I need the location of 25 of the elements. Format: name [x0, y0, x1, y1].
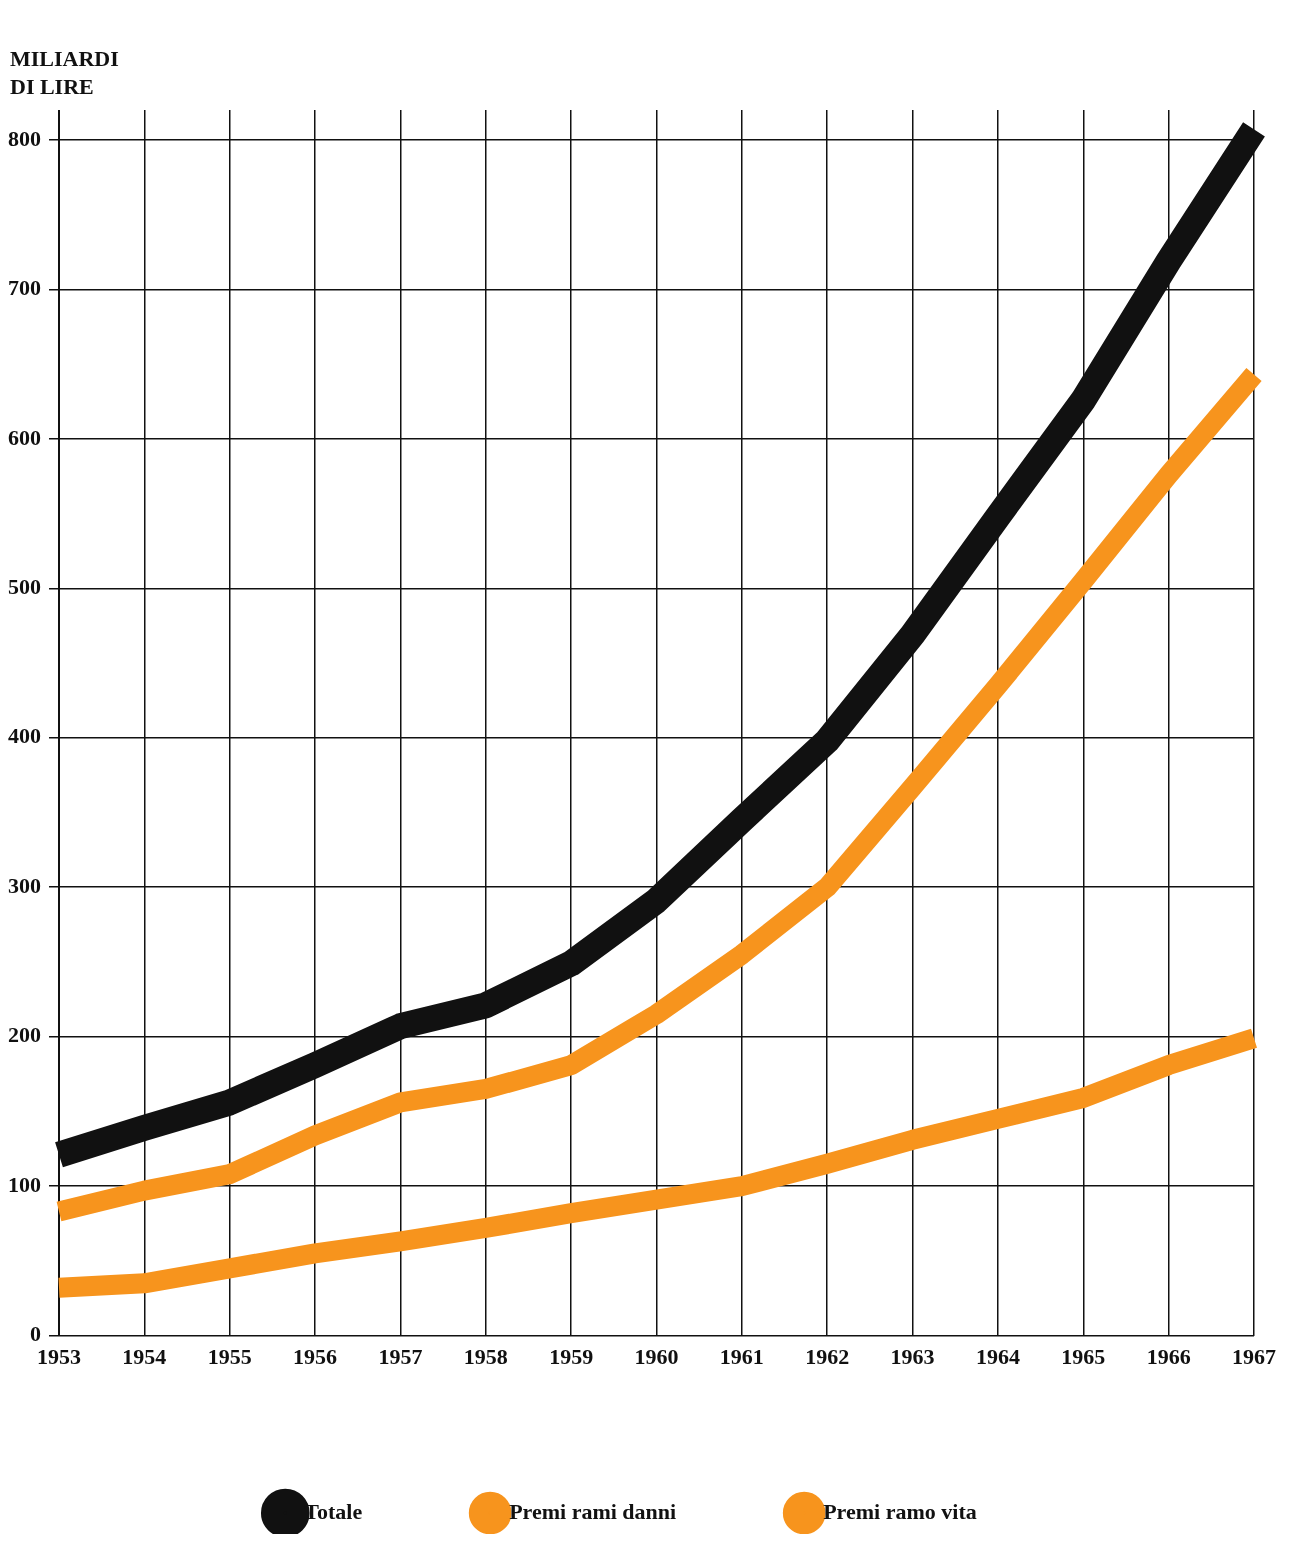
x-tick-label: 1960	[634, 1344, 679, 1370]
x-tick-label: 1955	[207, 1344, 252, 1370]
x-tick-label: 1962	[805, 1344, 850, 1370]
x-tick-label: 1966	[1146, 1344, 1191, 1370]
x-tick-label: 1963	[890, 1344, 935, 1370]
x-tick-label: 1953	[37, 1344, 81, 1370]
x-tick-label: 1964	[975, 1344, 1020, 1370]
y-axis-title: MILIARDI DI LIRE	[10, 45, 119, 99]
x-tick-label: 1965	[1061, 1344, 1106, 1370]
y-tick-label: 800	[8, 125, 41, 151]
y-tick-label: 500	[8, 573, 41, 599]
y-tick-label: 700	[8, 275, 41, 301]
x-tick-label: 1957	[378, 1344, 423, 1370]
x-tick-label: 1961	[719, 1344, 764, 1370]
x-tick-label: 1954	[122, 1344, 167, 1370]
x-tick-label: 1967	[1232, 1344, 1276, 1370]
y-tick-label: 100	[8, 1171, 41, 1197]
x-tick-label: 1959	[549, 1344, 594, 1370]
y-tick-label: 300	[8, 872, 41, 898]
y-tick-label: 0	[30, 1321, 41, 1347]
y-tick-label: 200	[8, 1022, 41, 1048]
x-tick-label: 1958	[463, 1344, 508, 1370]
x-tick-label: 1956	[293, 1344, 338, 1370]
y-tick-label: 400	[8, 723, 41, 749]
y-tick-label: 600	[8, 424, 41, 450]
